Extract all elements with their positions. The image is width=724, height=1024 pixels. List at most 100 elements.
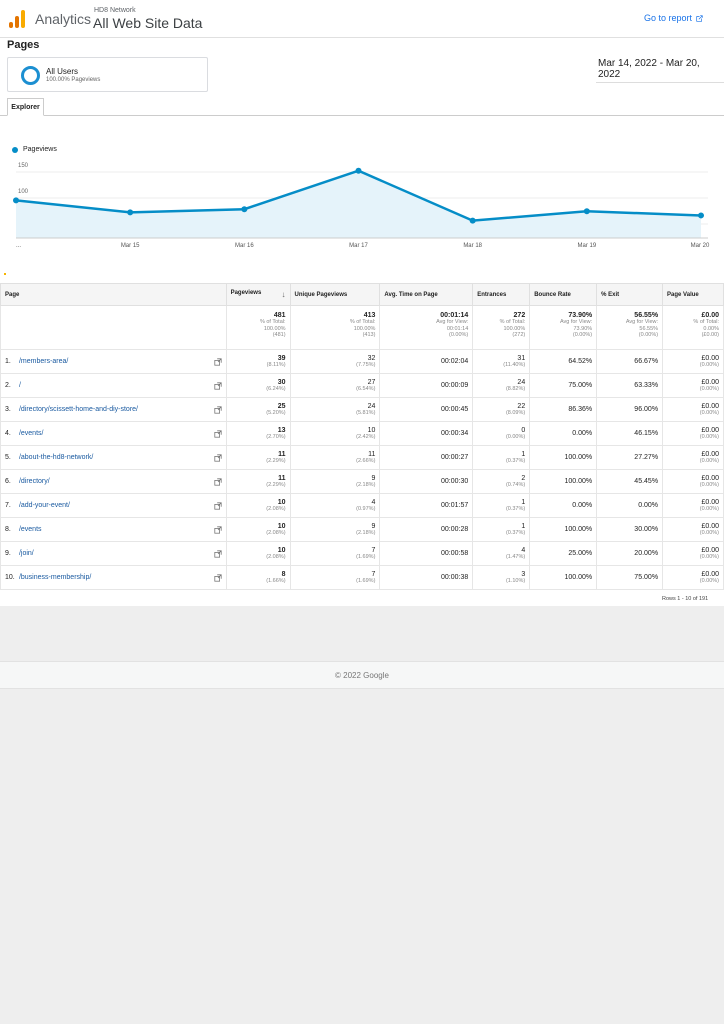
total-subtext: Avg for View: [625,319,659,325]
unique-pageviews-cell: 27 (6.54%) [289,373,381,398]
tab-divider [0,115,724,116]
open-page-icon[interactable] [213,429,222,438]
open-page-icon[interactable] [213,477,222,486]
page-link[interactable]: /members-area/ [18,357,69,365]
pageviews-percent: (2.70%) [266,434,286,440]
data-point[interactable] [698,212,704,219]
entrances-percent: (1.10%) [505,578,526,584]
column-header-page-value[interactable]: Page Value [662,283,724,306]
entrances-value: 3 [521,571,526,578]
entrances-percent: (0.37%) [505,506,526,512]
column-header-pageviews[interactable]: Pageviews ↓ [225,283,291,306]
entrances-value: 31 [517,355,526,362]
pageviews-percent: (2.08%) [266,506,286,512]
unique-pageviews-percent: (5.81%) [356,410,376,416]
entrances-value: 1 [521,499,526,506]
segment-selector[interactable]: All Users 100.00% Pageviews [7,57,208,92]
page-value-percent: (0.00%) [699,362,719,368]
account-name[interactable]: HD8 Network [94,7,136,14]
open-page-icon[interactable] [213,405,222,414]
unique-pageviews-value: 7 [371,571,376,578]
segment-name: All Users [46,67,79,76]
total-subtext: 100.00% [503,325,526,332]
open-page-icon[interactable] [213,381,222,390]
page-link[interactable]: /add-your-event/ [18,501,70,509]
page-link[interactable]: / [18,381,21,389]
column-header-page[interactable]: Page [0,283,227,306]
column-header--exit[interactable]: % Exit [596,283,664,306]
open-page-icon[interactable] [213,573,222,582]
avg-time-value: 00:01:57 [441,502,469,509]
bounce-rate-value: 64.52% [568,358,593,365]
table-header-row: Page Pageviews ↓ Unique Pageviews Avg. Time … [0,283,724,306]
row-number: 10. [5,573,15,581]
unique-pageviews-value: 24 [367,403,376,410]
entrances-cell: 1 (0.37%) [472,517,531,542]
column-header-bounce-rate[interactable]: Bounce Rate [529,283,598,306]
exit-cell: 30.00% [596,517,664,542]
row-number: 6. [5,477,11,485]
entrances-value: 1 [521,523,526,530]
table-row: 9. /join/10 (2.08%) 7 (1.69%) 00:00:58 4 (1.47… [0,541,724,566]
total-value: 56.55% [634,312,659,319]
open-page-icon[interactable] [213,549,222,558]
top-bar: Analytics HD8 Network All Web Site Data … [0,0,724,38]
page-link[interactable]: /business-membership/ [18,573,92,581]
column-header-entrances[interactable]: Entrances [472,283,531,306]
open-page-icon[interactable] [213,357,222,366]
entrances-value: 2 [521,475,526,482]
avg-time-cell: 00:02:04 [379,349,474,374]
bounce-rate-value: 86.36% [568,406,593,413]
page-cell: 5. /about-the-hd8-network/ [0,445,227,470]
pageviews-cell: 11 (2.29%) [225,469,291,494]
data-point[interactable] [469,217,476,224]
pageviews-value: 30 [277,379,286,386]
page-link[interactable]: /events [18,525,42,533]
go-to-report-label[interactable]: Go to report [644,13,693,23]
avg-time-cell: 00:00:30 [379,469,474,494]
total-value: 413 [363,312,376,319]
page-link[interactable]: /about-the-hd8-network/ [18,453,94,461]
avg-time-value: 00:00:58 [441,550,469,557]
page-link[interactable]: /directory/scissett-home-and-diy-store/ [18,405,138,413]
total-value: £0.00 [701,312,719,319]
unique-pageviews-cell: 4 (0.97%) [289,493,381,518]
view-name[interactable]: All Web Site Data [93,15,203,31]
page-link[interactable]: /join/ [18,549,34,557]
page-value-percent: (0.00%) [699,578,719,584]
date-range-picker[interactable]: Mar 14, 2022 - Mar 20, 2022 [596,56,724,83]
entrances-value: 24 [517,379,526,386]
total-subtext: % of Total: [499,319,526,325]
column-header-avg-time-on-page[interactable]: Avg. Time on Page [379,283,474,306]
pageviews-value: 11 [278,451,286,458]
pageviews-percent: (2.08%) [266,554,286,560]
column-header-unique-pageviews[interactable]: Unique Pageviews [289,283,381,306]
entrances-percent: (8.09%) [505,410,526,416]
go-to-report-link[interactable]: Go to report [644,13,703,23]
data-point[interactable] [355,167,362,174]
avg-time-cell: 00:00:28 [379,517,474,542]
unique-pageviews-value: 10 [367,427,376,434]
open-page-icon[interactable] [213,501,222,510]
unique-pageviews-value: 7 [371,547,376,554]
unique-pageviews-cell: 7 (1.69%) [289,541,381,566]
unique-pageviews-value: 27 [367,379,376,386]
x-tick-label: Mar 19 [577,243,596,249]
page-link[interactable]: /events/ [18,429,44,437]
data-point[interactable] [127,209,134,216]
tab-explorer[interactable]: Explorer [7,98,44,116]
page-cell: 1. /members-area/ [0,349,227,374]
pageviews-cell: 39 (8.11%) [225,349,291,374]
open-page-icon[interactable] [213,453,222,462]
data-point[interactable] [241,206,248,213]
data-point[interactable] [583,208,590,215]
open-page-icon[interactable] [213,525,222,534]
data-point[interactable] [13,197,19,204]
sort-arrow-icon[interactable]: ↓ [281,290,286,299]
page-value-cell: £0.00 (0.00%) [662,397,724,422]
page-value-percent: (0.00%) [699,434,719,440]
exit-cell: 20.00% [596,541,664,566]
page-link[interactable]: /directory/ [18,477,50,485]
entrances-value: 0 [521,427,526,434]
